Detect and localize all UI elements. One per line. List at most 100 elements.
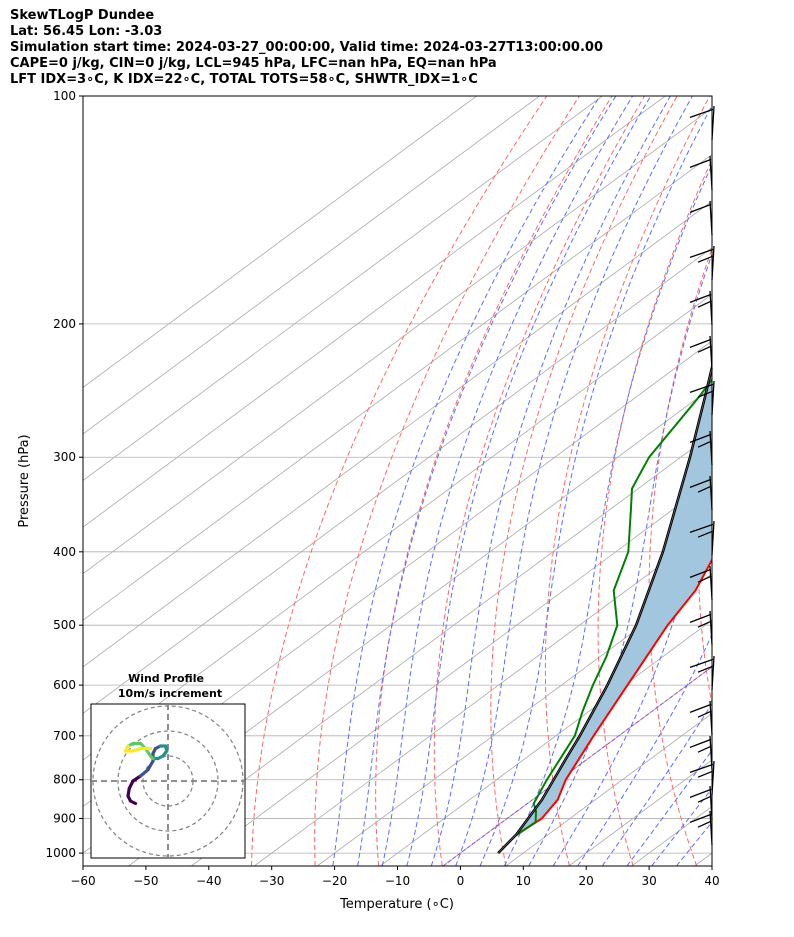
wind-barb bbox=[689, 565, 713, 601]
wind-barb bbox=[689, 785, 713, 821]
wind-barb-staff bbox=[709, 430, 713, 466]
x-tick-label: −60 bbox=[70, 874, 95, 888]
wind-barb-staff bbox=[709, 785, 713, 821]
y-tick-label: 700 bbox=[53, 729, 76, 743]
x-tick-label: 30 bbox=[641, 874, 656, 888]
moist-adiabat-line bbox=[455, 96, 693, 866]
x-tick-label: −20 bbox=[322, 874, 347, 888]
x-tick-label: 40 bbox=[704, 874, 719, 888]
hodograph-title: Wind Profile bbox=[128, 672, 204, 685]
wind-barb-flag bbox=[697, 440, 712, 448]
moist-adiabat-line bbox=[381, 96, 634, 866]
moist-adiabat-line bbox=[430, 96, 671, 866]
wind-barb-flag bbox=[689, 763, 714, 774]
hodograph-subtitle: 10m/s increment bbox=[118, 687, 222, 700]
wind-barb-flag bbox=[689, 813, 712, 824]
wind-barb-flag bbox=[697, 665, 714, 673]
wind-barb-flag bbox=[697, 620, 712, 628]
hodograph bbox=[90, 703, 246, 859]
wind-barb bbox=[689, 475, 713, 511]
moist-adiabat-line bbox=[601, 702, 712, 866]
y-tick-label: 300 bbox=[53, 450, 76, 464]
parcel-profile bbox=[497, 361, 712, 855]
wind-barb-flag bbox=[697, 530, 714, 538]
wind-barb bbox=[689, 760, 715, 796]
wind-barb bbox=[689, 700, 713, 736]
wind-barb-flag bbox=[689, 433, 712, 444]
moist-adiabat-line bbox=[479, 104, 712, 866]
wind-barb-flag bbox=[689, 383, 714, 394]
x-tick-label: −10 bbox=[385, 874, 410, 888]
wind-barb-flag bbox=[689, 293, 712, 304]
wind-barb-flag bbox=[697, 770, 714, 778]
y-tick-label: 400 bbox=[53, 545, 76, 559]
wind-barb-flag bbox=[689, 788, 712, 799]
wind-barb bbox=[689, 735, 713, 771]
x-tick-label: 0 bbox=[457, 874, 465, 888]
isotherm-line bbox=[83, 96, 666, 528]
wind-barb-flag bbox=[689, 658, 714, 669]
dry-adiabat-line bbox=[251, 96, 548, 866]
location-line: Lat: 56.45 Lon: -3.03 bbox=[10, 24, 163, 39]
isotherm-line bbox=[254, 526, 712, 866]
wind-barb bbox=[689, 200, 713, 236]
isotherm-line bbox=[83, 96, 477, 388]
wind-barb-flag bbox=[697, 745, 712, 753]
axes: −60 −50 −40 −30 −20 −10 0 10 20 30 40 100 200 300 400 5… bbox=[45, 89, 719, 888]
y-axis-label: Pressure (hPa) bbox=[17, 434, 32, 527]
x-tick-label: −40 bbox=[196, 874, 221, 888]
moist-adiabat-line bbox=[357, 96, 617, 866]
wind-barb-flag bbox=[697, 390, 714, 398]
moist-adiabat-line bbox=[577, 633, 712, 866]
dewpoint-profile bbox=[514, 377, 712, 838]
chart-title: SkewTLogP Dundee bbox=[10, 8, 155, 23]
moist-adiabat-line bbox=[406, 96, 652, 866]
isotherm-line bbox=[631, 806, 712, 866]
wind-barb-flag bbox=[697, 575, 712, 583]
wind-barb-flag bbox=[689, 523, 714, 534]
dry-adiabat-line bbox=[490, 96, 678, 866]
wind-barb-flag bbox=[697, 345, 712, 353]
wind-barb-flag bbox=[697, 710, 712, 718]
wind-barb-staff bbox=[711, 655, 715, 691]
wind-barb-flag bbox=[697, 820, 712, 828]
wind-barb-staff bbox=[709, 155, 713, 191]
wind-barb bbox=[689, 655, 715, 691]
wind-barb-staff bbox=[709, 290, 713, 326]
wind-barb bbox=[689, 810, 713, 846]
moist-adiabat-line bbox=[651, 787, 712, 866]
wind-barb-staff bbox=[709, 335, 713, 371]
dry-adiabat-line bbox=[597, 158, 712, 866]
dry-adiabat-line bbox=[746, 96, 794, 866]
wind-barb-staff bbox=[709, 700, 713, 736]
wind-barbs bbox=[689, 96, 715, 866]
dry-adiabat-line bbox=[697, 397, 712, 708]
wind-barb-staff bbox=[711, 520, 715, 556]
wind-barb bbox=[689, 610, 713, 646]
hodograph-segment bbox=[138, 768, 150, 778]
moist-adiabat-line bbox=[332, 96, 601, 866]
moist-adiabat-line bbox=[626, 749, 712, 866]
cape-line: CAPE=0 j/kg, CIN=0 j/kg, LCL=945 hPa, LF… bbox=[10, 56, 497, 71]
cape-shading bbox=[498, 367, 712, 854]
x-tick-label: −30 bbox=[259, 874, 284, 888]
wind-barb-flag bbox=[689, 613, 712, 624]
wind-barb-flag bbox=[689, 108, 714, 119]
wind-barb-staff bbox=[709, 475, 713, 511]
dry-adiabat-line bbox=[544, 96, 711, 866]
dry-adiabat-line bbox=[433, 96, 645, 866]
y-tick-label: 900 bbox=[53, 811, 76, 825]
parcel-profile-highlight bbox=[497, 366, 712, 854]
y-tick-label: 200 bbox=[53, 317, 76, 331]
moist-adiabat-line bbox=[552, 440, 712, 866]
wind-barb-flag bbox=[689, 158, 712, 169]
wind-barb-flag bbox=[689, 478, 712, 489]
wind-barb-flag bbox=[689, 203, 712, 214]
x-axis-label: Temperature (∘C) bbox=[339, 897, 454, 912]
wind-barb-staff bbox=[709, 200, 713, 236]
x-tick-label: 10 bbox=[516, 874, 531, 888]
wind-barb-flag bbox=[697, 300, 712, 308]
wind-barb-flag bbox=[689, 248, 714, 259]
isotherm-line bbox=[83, 107, 712, 575]
